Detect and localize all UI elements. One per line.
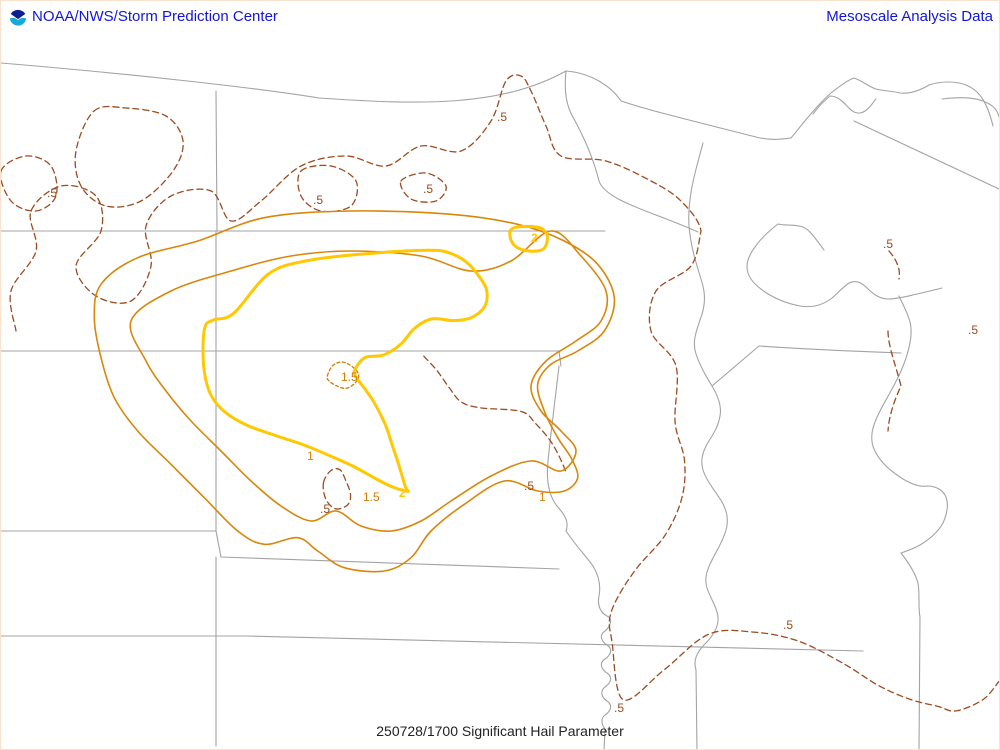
svg-text:1.5: 1.5 [341, 370, 358, 384]
svg-text:1: 1 [307, 449, 314, 463]
svg-text:2: 2 [399, 486, 406, 500]
svg-text:.5: .5 [524, 479, 534, 493]
svg-text:2: 2 [531, 231, 538, 245]
svg-text:.5: .5 [313, 193, 323, 207]
svg-text:.5: .5 [320, 502, 330, 516]
svg-text:.5: .5 [423, 182, 433, 196]
svg-text:1.5: 1.5 [363, 490, 380, 504]
svg-text:.5: .5 [47, 186, 57, 200]
svg-text:.5: .5 [614, 701, 624, 715]
svg-text:1: 1 [539, 490, 546, 504]
svg-text:.5: .5 [968, 323, 978, 337]
svg-text:.5: .5 [883, 237, 893, 251]
svg-text:.5: .5 [783, 618, 793, 632]
svg-text:.5: .5 [497, 110, 507, 124]
